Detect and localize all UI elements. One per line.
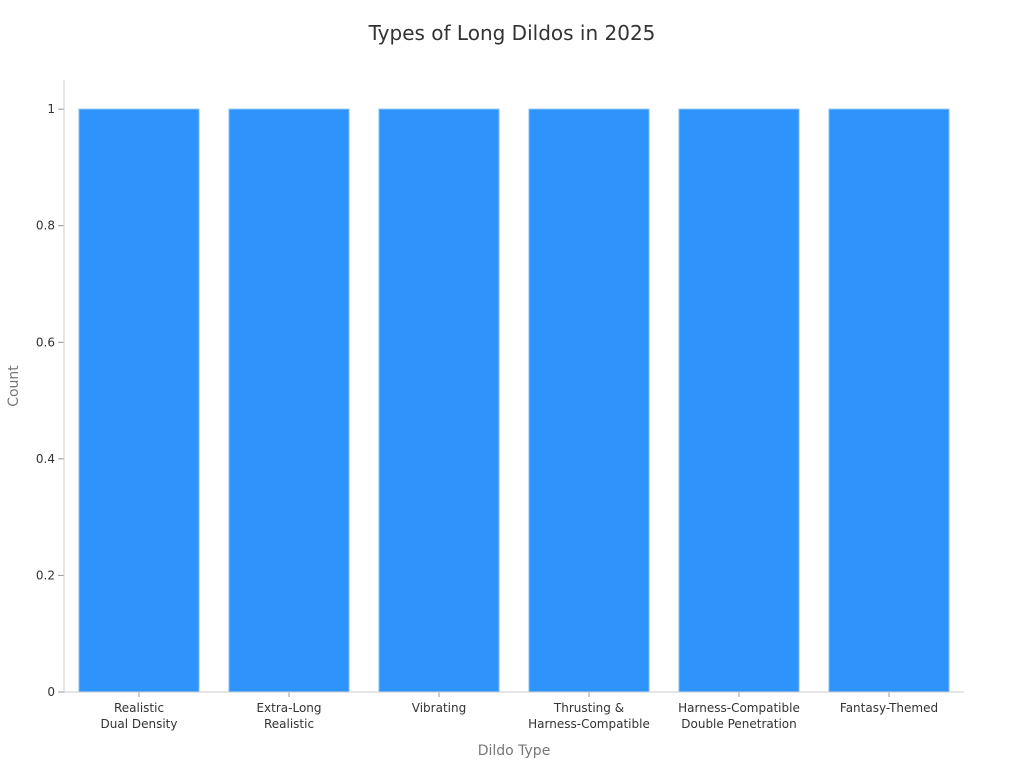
x-axis-label: Dildo Type [478,743,551,759]
y-tick-label: 0.6 [36,335,55,349]
bar [378,108,500,693]
y-tick-label: 1 [47,102,55,116]
chart-title: Types of Long Dildos in 2025 [368,21,656,45]
x-tick-label: Thrusting & Harness-Compatible [528,701,650,731]
plot-area: 0 0.2 0.4 0.6 0.8 1 Realistic Dual Density Extra… [36,102,950,731]
x-tick-label: Vibrating [412,701,466,715]
bar [828,108,950,693]
bar [528,108,650,693]
y-tick-label: 0.2 [36,568,55,582]
bar [678,108,800,693]
x-tick-label: Realistic Dual Density [101,701,178,731]
x-tick-label: Extra-Long Realistic [256,701,321,731]
bar [228,108,350,693]
y-axis-label: Count [6,365,22,407]
y-tick-label: 0.4 [36,452,55,466]
y-tick-label: 0 [47,685,55,699]
x-tick-label: Fantasy-Themed [840,701,938,715]
y-tick-label: 0.8 [36,219,55,233]
bar [78,108,200,693]
x-tick-label: Harness-Compatible Double Penetration [678,701,800,731]
